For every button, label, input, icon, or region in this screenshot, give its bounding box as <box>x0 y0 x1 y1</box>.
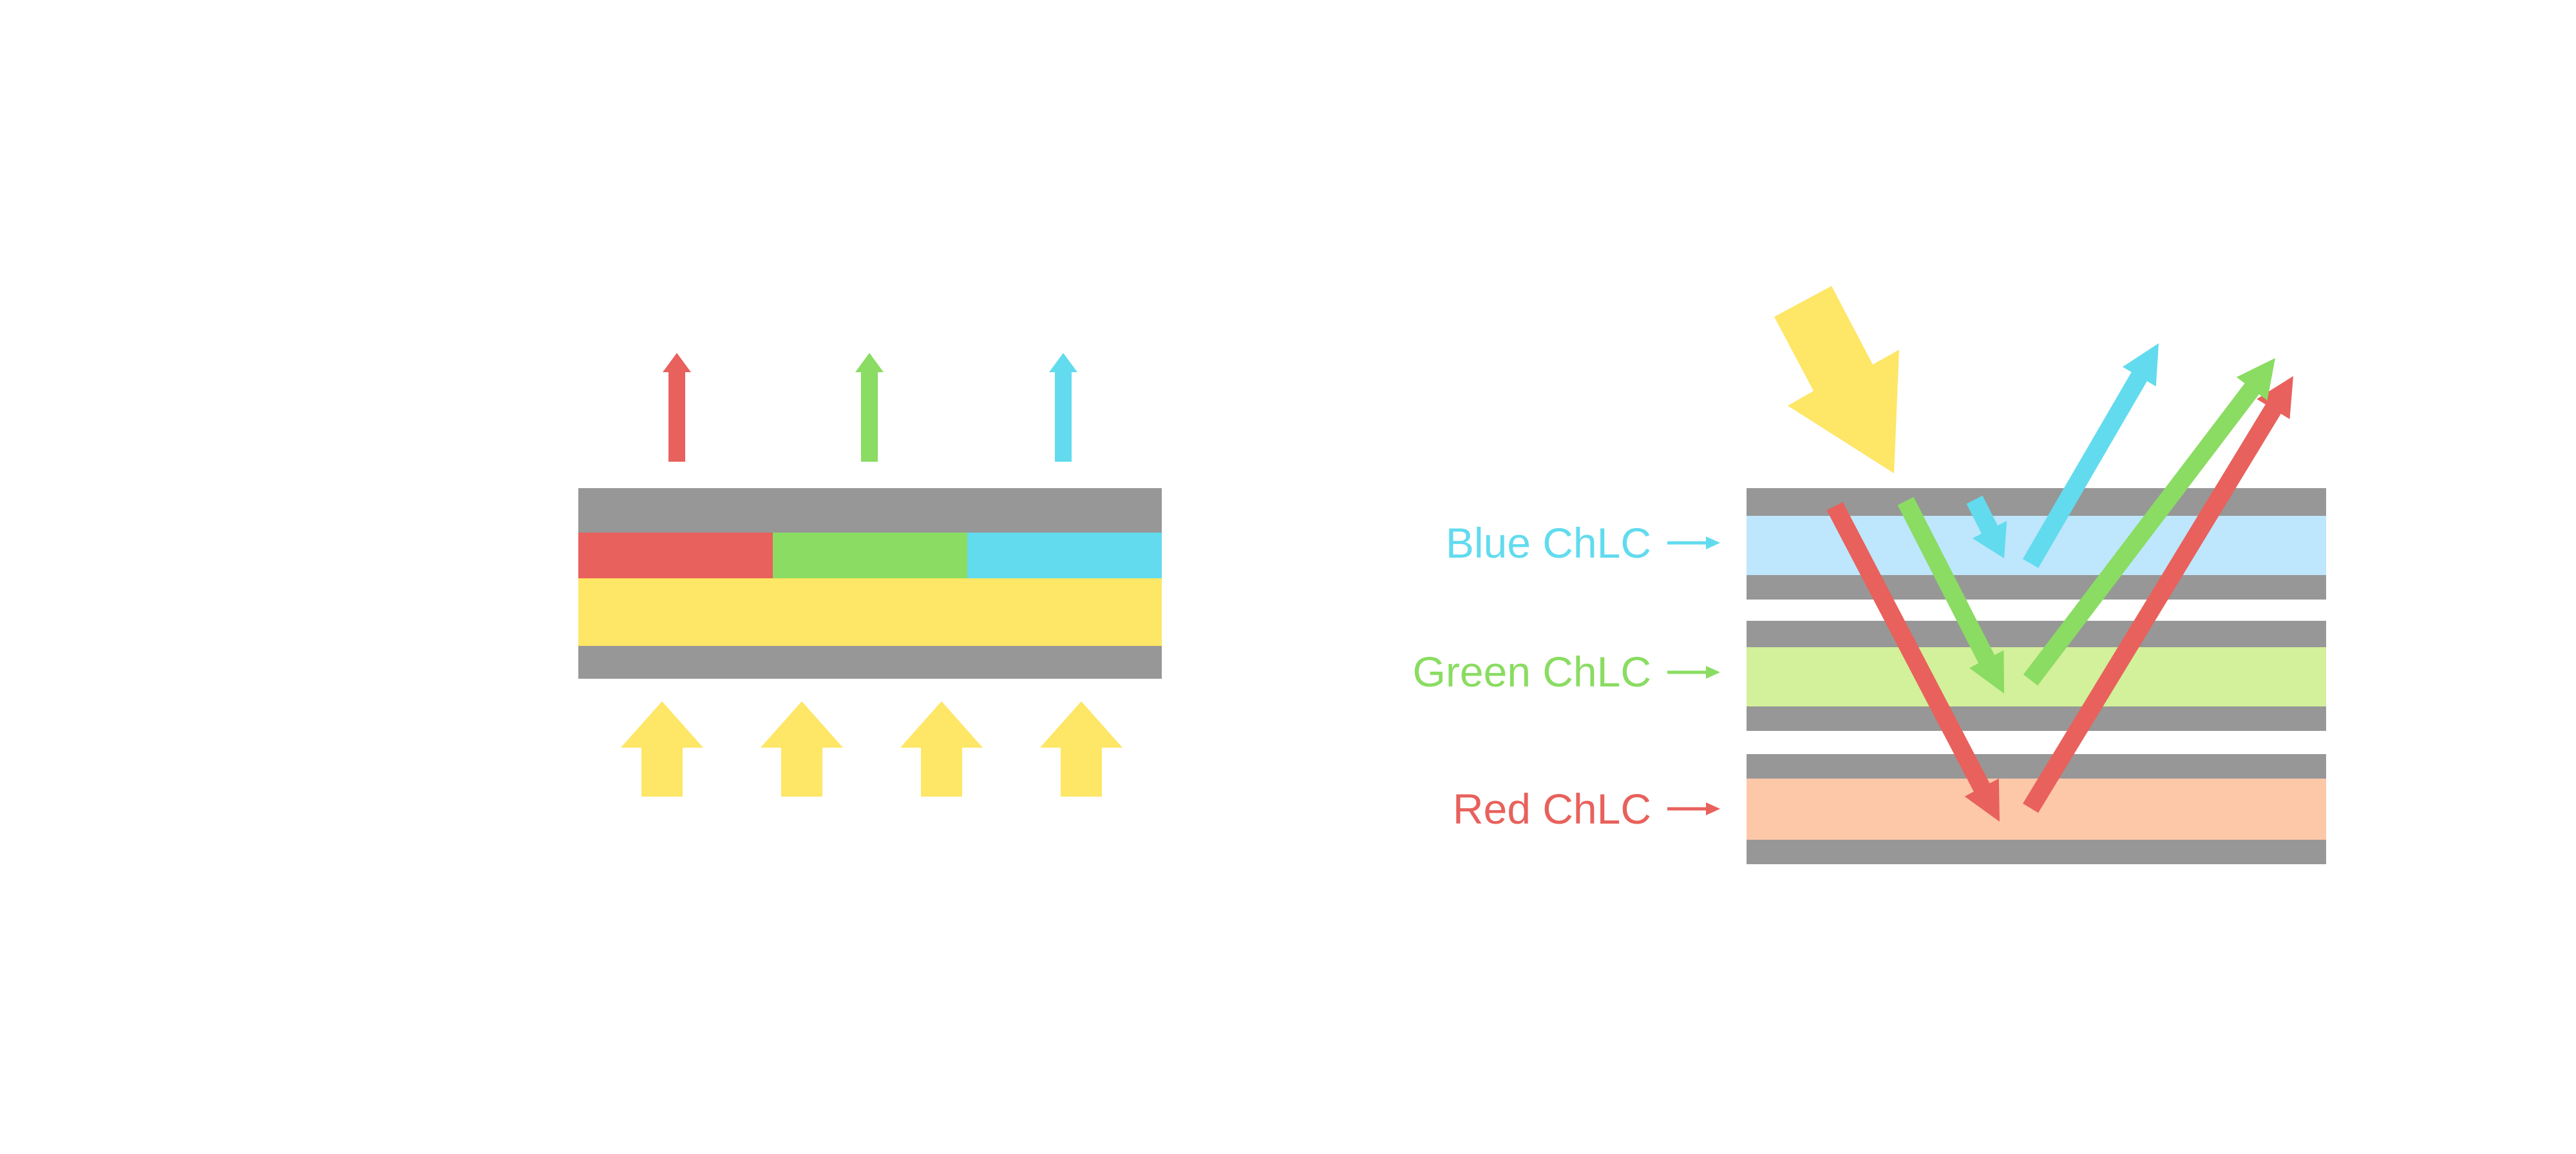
red-stack-top-gray <box>1747 754 2326 779</box>
green-incident-arrow <box>1897 497 2004 694</box>
backlight-arrow-1 <box>621 701 703 797</box>
top-gray-layer <box>578 488 1162 533</box>
backlight-arrow-3 <box>900 701 983 797</box>
cyan-incident-arrow <box>1966 495 2007 558</box>
red-stack-bottom-gray <box>1747 840 2326 864</box>
red-label-pointer-arrow <box>1667 802 1720 815</box>
cyan-output-arrow <box>1049 353 1077 462</box>
green-stack-bottom-gray <box>1747 706 2326 731</box>
red-incident-arrow <box>1826 502 2000 822</box>
blue-chlc-label: Blue ChLC <box>1446 519 1651 567</box>
backlight-arrow-4 <box>1040 701 1122 797</box>
green-label-pointer-arrow <box>1667 666 1720 679</box>
red-chlc-label: Red ChLC <box>1453 785 1651 833</box>
blue-stack-bottom-gray <box>1747 575 2326 600</box>
blue-label-pointer-arrow <box>1667 536 1720 549</box>
red-reflected-arrow <box>2023 376 2293 813</box>
yellow-backlight-layer <box>578 578 1162 646</box>
arrows <box>621 343 2293 822</box>
red-output-arrow <box>663 353 691 462</box>
cyan-reflected-arrow <box>2022 343 2159 569</box>
cyan-filter <box>967 533 1162 578</box>
green-reflected-arrow <box>2023 358 2275 686</box>
green-filter <box>773 533 967 578</box>
green-chlc-label: Green ChLC <box>1412 648 1651 695</box>
red-filter <box>578 533 773 578</box>
green-output-arrow <box>855 353 884 462</box>
green-stack-top-gray <box>1747 621 2326 647</box>
left-diagram <box>578 488 1162 679</box>
bottom-gray-layer <box>578 646 1162 679</box>
backlight-arrow-2 <box>761 701 843 797</box>
incident-light-arrow <box>1774 286 1899 473</box>
